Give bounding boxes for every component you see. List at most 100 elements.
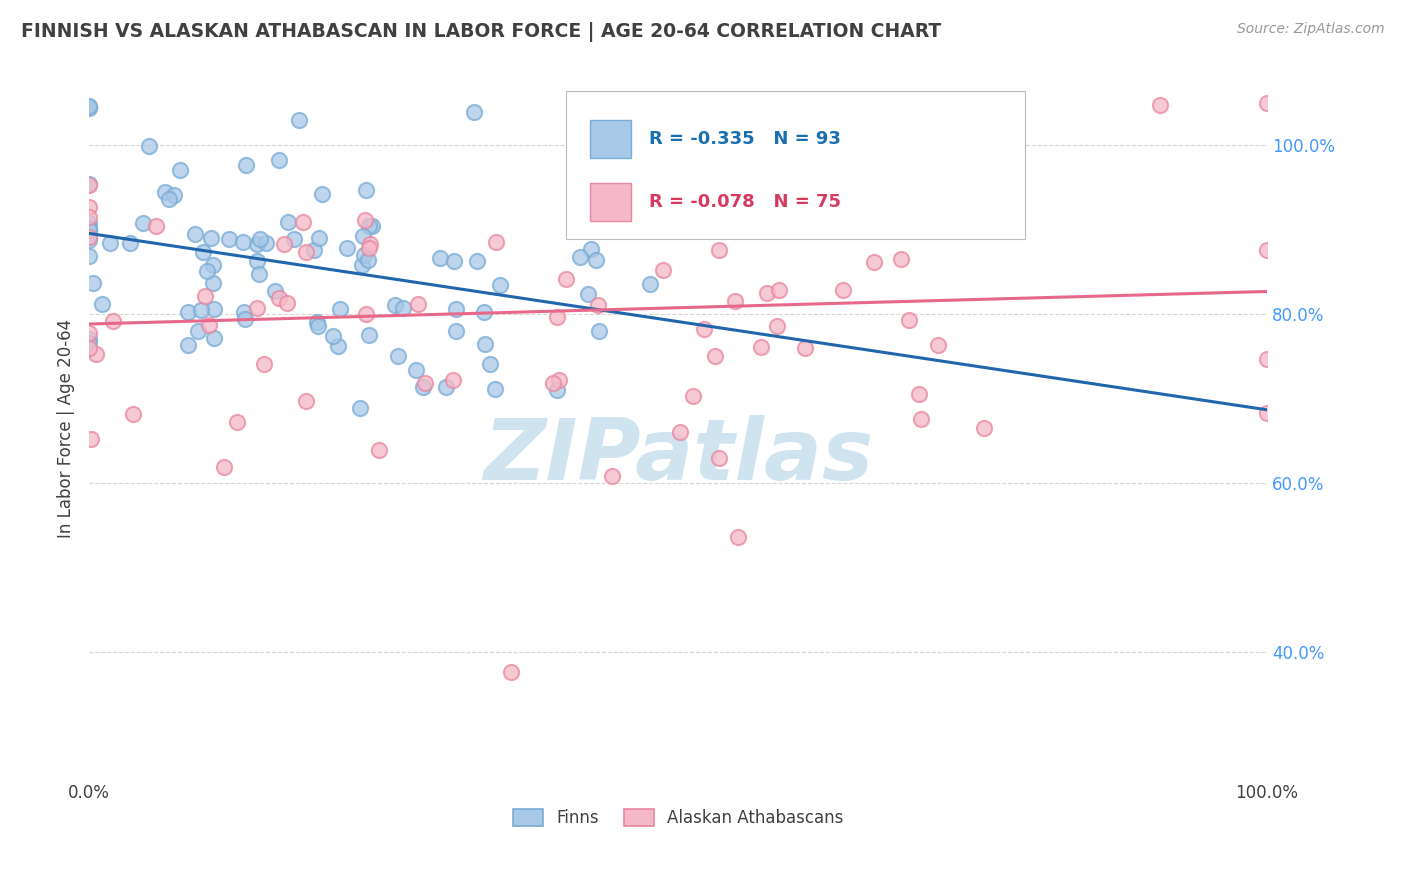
Point — [668, 425, 690, 439]
Point — [86, 347, 108, 361]
Point — [77, 216, 100, 230]
Point — [190, 303, 212, 318]
Point — [1256, 96, 1278, 111]
Point — [202, 331, 225, 345]
Point — [195, 264, 218, 278]
Point — [463, 104, 485, 119]
Point — [413, 376, 436, 390]
Point — [121, 408, 143, 422]
Point — [226, 415, 249, 429]
Point — [77, 178, 100, 193]
Point — [412, 380, 434, 394]
Point — [652, 263, 675, 277]
Point — [588, 325, 610, 339]
Point — [898, 313, 921, 327]
Point — [77, 249, 100, 263]
Point — [585, 252, 607, 267]
Point — [765, 319, 787, 334]
Point — [384, 298, 406, 312]
Point — [1256, 244, 1278, 258]
Point — [638, 277, 661, 291]
Point — [707, 243, 730, 257]
Point — [768, 284, 790, 298]
Point — [77, 100, 100, 114]
Point — [193, 244, 215, 259]
Point — [157, 192, 180, 206]
Point — [443, 253, 465, 268]
Point — [755, 285, 778, 300]
Point — [600, 469, 623, 483]
Point — [77, 336, 100, 351]
Point — [264, 284, 287, 298]
Point — [704, 349, 727, 363]
Point — [232, 235, 254, 249]
Point — [662, 156, 685, 170]
Point — [246, 236, 269, 251]
Point — [82, 277, 104, 291]
Point — [246, 301, 269, 315]
Point — [233, 305, 256, 319]
Point — [311, 187, 333, 202]
Point — [200, 231, 222, 245]
Point — [444, 302, 467, 317]
Point — [336, 241, 359, 255]
Point — [793, 341, 815, 355]
Point — [724, 294, 747, 309]
Point — [194, 289, 217, 303]
Point — [352, 228, 374, 243]
Point — [479, 357, 502, 371]
Point — [77, 200, 100, 214]
Point — [80, 432, 103, 446]
Point — [322, 328, 344, 343]
Point — [77, 223, 100, 237]
Point — [1256, 406, 1278, 420]
Point — [349, 401, 371, 415]
Point — [434, 380, 457, 394]
Point — [77, 101, 100, 115]
Point — [254, 235, 277, 250]
Point — [276, 214, 298, 228]
Point — [357, 253, 380, 268]
Text: Source: ZipAtlas.com: Source: ZipAtlas.com — [1237, 22, 1385, 37]
Point — [77, 210, 100, 224]
Point — [235, 157, 257, 171]
Point — [198, 318, 221, 332]
Point — [973, 421, 995, 435]
Point — [474, 336, 496, 351]
Point — [77, 177, 100, 191]
Point — [77, 333, 100, 347]
Point — [202, 301, 225, 316]
Point — [828, 140, 851, 154]
Point — [77, 220, 100, 235]
Point — [246, 253, 269, 268]
Point — [485, 235, 508, 249]
Point — [291, 215, 314, 229]
Point — [201, 276, 224, 290]
Point — [444, 324, 467, 338]
Point — [294, 394, 316, 409]
Point — [579, 242, 602, 256]
Point — [352, 259, 374, 273]
Point — [90, 296, 112, 310]
Point — [155, 185, 177, 199]
Point — [387, 349, 409, 363]
Point — [392, 301, 415, 315]
Point — [602, 172, 624, 186]
Point — [233, 312, 256, 326]
Text: R = -0.078   N = 75: R = -0.078 N = 75 — [648, 194, 841, 211]
Point — [328, 339, 350, 353]
Legend: Finns, Alaskan Athabascans: Finns, Alaskan Athabascans — [506, 802, 851, 834]
Point — [359, 327, 381, 342]
Point — [249, 231, 271, 245]
Point — [579, 185, 602, 199]
Point — [360, 219, 382, 233]
Point — [269, 153, 291, 167]
Point — [202, 258, 225, 272]
Point — [749, 340, 772, 354]
Point — [541, 376, 564, 390]
Point — [405, 363, 427, 377]
Point — [214, 459, 236, 474]
Point — [354, 213, 377, 227]
Point — [1256, 352, 1278, 367]
Point — [145, 219, 167, 233]
